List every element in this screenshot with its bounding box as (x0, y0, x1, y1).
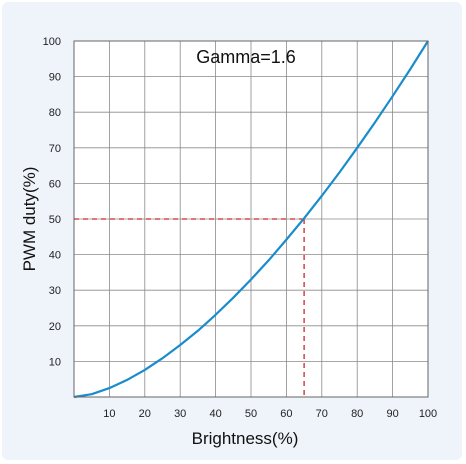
reference-lines (74, 218, 305, 397)
data-point (321, 195, 323, 197)
data-point (303, 217, 305, 219)
y-tick-label: 80 (49, 107, 61, 119)
data-point (108, 387, 110, 389)
data-point (268, 259, 270, 261)
x-tick-label: 90 (386, 408, 398, 420)
plot-border (73, 40, 429, 398)
data-point (392, 95, 394, 97)
y-tick-label: 40 (49, 250, 61, 262)
x-tick-label: 60 (280, 408, 292, 420)
x-tick-label: 80 (351, 408, 363, 420)
y-tick-label: 10 (49, 356, 61, 368)
y-tick-label: 70 (49, 143, 61, 155)
y-tick-label: 30 (49, 285, 61, 297)
data-point (409, 68, 411, 70)
y-tick-label: 60 (49, 178, 61, 190)
x-tick-label: 70 (316, 408, 328, 420)
x-tick-labels: 10 20 30 40 50 60 70 80 90 100 (103, 408, 437, 420)
y-tick-label: 90 (49, 72, 61, 84)
data-point (339, 171, 341, 173)
grid (74, 40, 429, 397)
x-tick-label: 30 (174, 408, 186, 420)
y-tick-labels: 10 20 30 40 50 60 70 80 90 100 (43, 36, 61, 368)
x-tick-label: 50 (245, 408, 257, 420)
data-point (374, 122, 376, 124)
y-tick-label: 50 (49, 214, 61, 226)
gamma-annotation: Gamma=1.6 (196, 47, 296, 67)
y-axis-label: PWM duty(%) (20, 167, 39, 272)
data-point (215, 314, 217, 316)
data-point (250, 279, 252, 281)
y-tick-label: 100 (43, 36, 61, 48)
y-tick-label: 20 (49, 321, 61, 333)
series-line (73, 40, 429, 399)
data-point (285, 239, 287, 241)
x-axis-label: Brightness(%) (192, 429, 299, 448)
data-point (232, 297, 234, 299)
x-tick-label: 10 (103, 408, 115, 420)
x-tick-label: 100 (419, 408, 437, 420)
data-point (144, 369, 146, 371)
data-point (197, 330, 199, 332)
data-point (162, 357, 164, 359)
data-point (91, 393, 93, 395)
data-point (126, 379, 128, 381)
data-point (179, 344, 181, 346)
data-point (356, 147, 358, 149)
x-tick-label: 40 (209, 408, 221, 420)
x-tick-label: 20 (139, 408, 151, 420)
